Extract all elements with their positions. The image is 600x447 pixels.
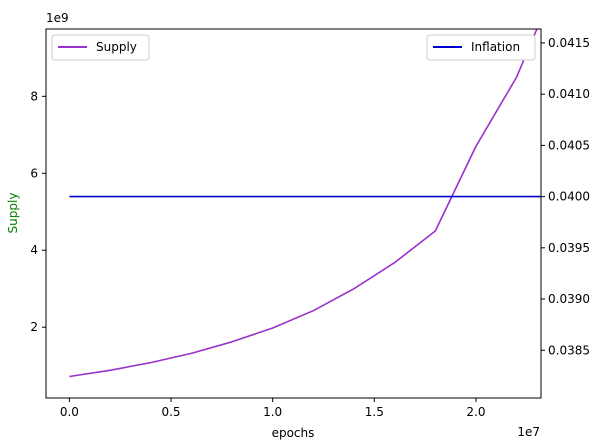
y-right-tick-label: 0.0390 [548,292,590,306]
legend-supply-label: Supply [96,40,137,54]
y-left-tick-label: 2 [30,320,38,334]
x-tick-label: 1.0 [263,405,282,419]
legend-inflation-box [426,34,536,61]
legend-inflation-label: Inflation [471,40,520,54]
y-right-tick-label: 0.0405 [548,138,590,152]
y-right-tick-label: 0.0395 [548,241,590,255]
series-line-supply [69,28,538,378]
y-left-tick-label: 6 [30,166,38,180]
x-tick-label: 1.5 [365,405,384,419]
legend-supply: Supply [51,34,150,61]
series-layer [69,28,541,378]
y-right-tick-label: 0.0385 [548,343,590,357]
plot-area [46,29,541,398]
y-right-tick-label: 0.0415 [548,36,590,50]
x-tick-label: 2.0 [466,405,485,419]
y-left-tick-label: 4 [30,243,38,257]
x-offset-label: 1e7 [517,425,540,439]
y-axis-label-left: Supply [6,193,20,234]
legend-supply-box [51,34,150,61]
y-left-offset-label: 1e9 [46,11,69,25]
y-right-tick-label: 0.0400 [548,190,590,204]
x-axis-label: epochs [272,426,315,440]
x-tick-label: 0.5 [161,405,180,419]
y-right-tick-label: 0.0410 [548,87,590,101]
y-left-tick-label: 8 [30,89,38,103]
plot-frame [45,28,542,399]
legend-inflation: Inflation [426,34,536,61]
axes-layer: 0.0 0.5 1.0 1.5 2.0 2 4 6 8 0.0385 0.0390 0.0395 0.0… [30,36,590,419]
x-tick-label: 0.0 [60,405,79,419]
